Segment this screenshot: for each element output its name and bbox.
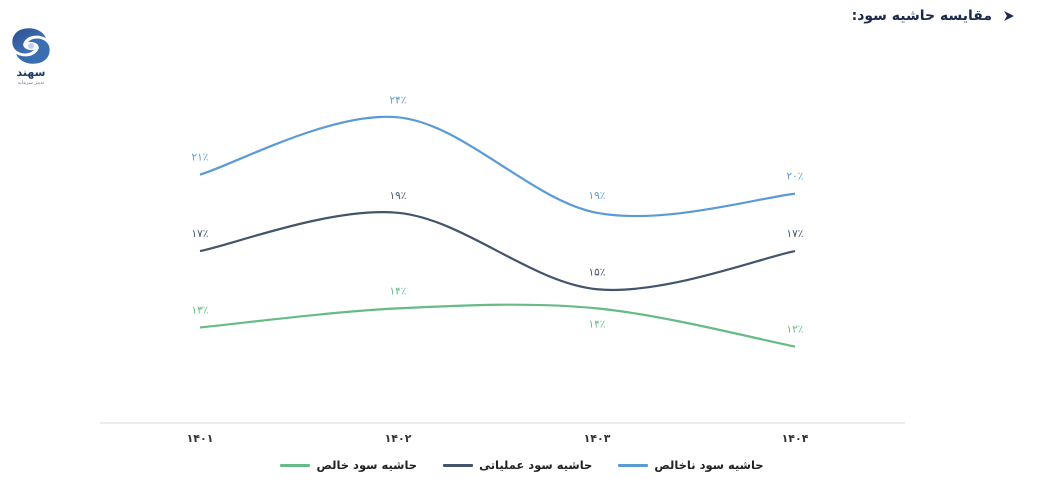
data-label-1-1: ۱۹٪ (390, 190, 407, 202)
data-label-0-0: ۲۱٪ (192, 152, 209, 164)
slide-header: مقایسه حاشیه سود: (852, 8, 1016, 24)
x-tick-label-3: ۱۴۰۴ (782, 432, 809, 445)
legend-item-2: حاشیه سود خالص (280, 458, 417, 472)
arrowhead-icon (1004, 11, 1014, 21)
line-chart: ۲۱٪ ۲۴٪ ۱۹٪ ۲۰٪ ۱۷٪ ۱۹٪ ۱۵٪ ۱۷٪ ۱۳٪ ۱۴٪ ۱۴٪ ۱۲٪ ۱۴۰… (100, 94, 905, 445)
logo-tagline: تدبیر سرمایه (17, 80, 45, 86)
data-label-2-1: ۱۴٪ (390, 285, 407, 297)
page-title: مقایسه حاشیه سود: (851, 8, 992, 24)
sahand-logo-icon (12, 28, 50, 64)
legend-item-1: حاشیه سود عملیاتی (443, 458, 592, 472)
data-label-layer: ۲۱٪ ۲۴٪ ۱۹٪ ۲۰٪ ۱۷٪ ۱۹٪ ۱۵٪ ۱۷٪ ۱۳٪ ۱۴٪ ۱۴٪ ۱۲٪ (192, 94, 804, 335)
x-tick-label-2: ۱۴۰۳ (584, 432, 611, 445)
series-line-2 (199, 303, 796, 348)
data-label-0-1: ۲۴٪ (390, 94, 407, 106)
data-label-2-2: ۱۴٪ (589, 318, 606, 330)
legend-swatch (280, 463, 311, 467)
data-label-1-3: ۱۷٪ (787, 228, 804, 240)
legend-label: حاشیه سود عملیاتی (479, 458, 593, 472)
x-tick-label-1: ۱۴۰۲ (385, 432, 412, 445)
legend-label: حاشیه سود خالص (316, 458, 418, 472)
chart-legend: حاشیه سود ناخالص حاشیه سود عملیاتی حاشیه س… (0, 458, 1044, 472)
data-label-1-2: ۱۵٪ (589, 266, 606, 278)
legend-item-0: حاشیه سود ناخالص (618, 458, 764, 472)
data-label-1-0: ۱۷٪ (192, 228, 209, 240)
series-layer (199, 115, 796, 348)
data-label-2-0: ۱۳٪ (192, 304, 209, 316)
data-label-0-3: ۲۰٪ (787, 171, 804, 183)
legend-swatch (618, 463, 649, 467)
logo-brand-text: سهند (16, 66, 46, 79)
legend-label: حاشیه سود ناخالص (654, 458, 764, 472)
legend-swatch (443, 463, 474, 467)
data-label-0-2: ۱۹٪ (589, 190, 606, 202)
series-line-0 (199, 115, 796, 218)
series-line-1 (199, 211, 796, 292)
company-logo: سهند تدبیر سرمایه (2, 26, 60, 94)
data-label-2-3: ۱۲٪ (787, 324, 804, 336)
x-tick-label-0: ۱۴۰۱ (187, 432, 214, 445)
x-tick-layer: ۱۴۰۱ ۱۴۰۲ ۱۴۰۳ ۱۴۰۴ (187, 432, 809, 445)
